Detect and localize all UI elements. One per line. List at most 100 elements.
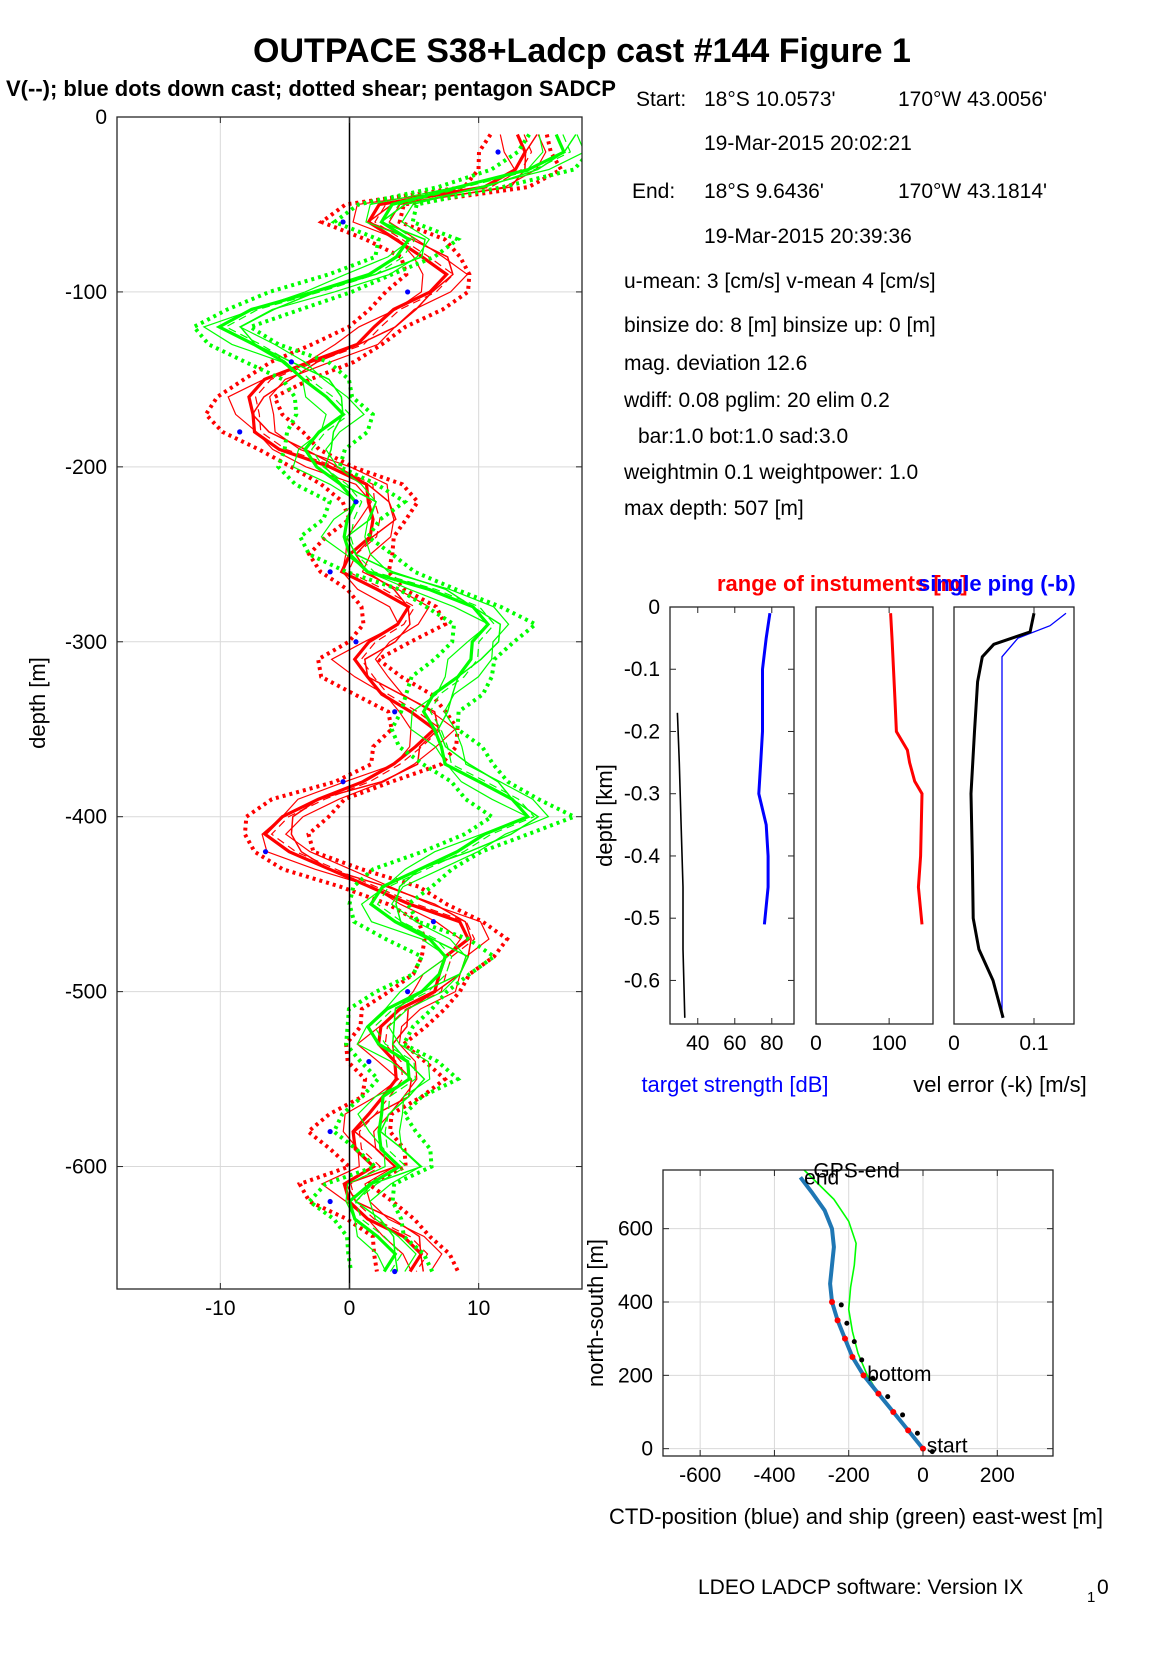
u-profile-line xyxy=(227,134,516,1272)
y-tick-label: -0.4 xyxy=(624,845,661,868)
ship-position-dot xyxy=(870,1375,876,1381)
bottom-label: bottom xyxy=(867,1363,931,1386)
figure-title: OUTPACE S38+Ladcp cast #144 Figure 1 xyxy=(253,32,911,70)
ship-position-dot xyxy=(838,1302,844,1308)
end-label: end xyxy=(804,1167,839,1190)
downcast-dot xyxy=(327,1128,333,1135)
footer-subscript: 1 xyxy=(1087,1589,1095,1606)
v-profile-line xyxy=(245,157,582,1273)
single-ping-title: single ping (-b) xyxy=(918,571,1076,596)
y-tick-label: 600 xyxy=(618,1218,653,1241)
x-axis-label: vel error (-k) [m/s] xyxy=(913,1072,1087,1097)
bar-bot-sad: bar:1.0 bot:1.0 sad:3.0 xyxy=(638,425,848,448)
downcast-dot xyxy=(340,779,346,785)
ship-position-dot xyxy=(929,1449,935,1455)
downcast-dot xyxy=(237,429,243,435)
ctd-position-dot xyxy=(920,1445,926,1452)
downcast-dot xyxy=(340,219,346,225)
ship-position-dot xyxy=(885,1394,891,1400)
y-tick-label: 200 xyxy=(618,1364,653,1387)
y-tick-label: -500 xyxy=(65,981,107,1004)
u-profile-line xyxy=(269,134,547,1272)
plot-background xyxy=(954,607,1074,1024)
start-time: 19-Mar-2015 20:02:21 xyxy=(704,132,912,155)
axes-frame xyxy=(953,606,1075,1025)
ctd-position-dot xyxy=(834,1317,841,1324)
y-tick-label: -0.1 xyxy=(624,658,660,681)
y-tick-label: 0 xyxy=(648,596,660,619)
x-tick-label: 40 xyxy=(686,1032,709,1055)
footer-software: LDEO LADCP software: Version IX xyxy=(698,1576,1023,1599)
ship-position-dot xyxy=(900,1412,906,1418)
single-ping-chart: 0 0.1 single ping (-b) vel error (-k) [m/s] xyxy=(913,571,1087,1097)
binsize: binsize do: 8 [m] binsize up: 0 [m] xyxy=(624,314,936,337)
ship-position-dot xyxy=(851,1339,857,1345)
ship-position-dot xyxy=(914,1430,920,1436)
single-ping-line xyxy=(969,612,1036,1019)
ctd-position-dot xyxy=(890,1409,897,1415)
downcast-dot xyxy=(353,639,359,645)
y-tick-label: 400 xyxy=(618,1291,653,1314)
y-axis-label: depth [km] xyxy=(592,764,617,867)
y-tick-label: -300 xyxy=(65,631,107,654)
downcast-dot xyxy=(495,149,501,155)
downcast-dot xyxy=(430,919,437,925)
max-depth: max depth: 507 [m] xyxy=(624,497,804,520)
downcast-dot xyxy=(405,989,411,995)
ctd-position-dot xyxy=(875,1390,882,1397)
downcast-dot xyxy=(288,359,294,365)
x-tick-label: -200 xyxy=(828,1464,870,1487)
downcast-dot xyxy=(392,709,398,715)
x-tick-label: 100 xyxy=(872,1032,907,1055)
x-tick-label: -400 xyxy=(753,1464,795,1487)
start-lon: 170°W 43.0056' xyxy=(898,88,1047,111)
downcast-dot xyxy=(262,849,269,855)
end-lon: 170°W 43.1814' xyxy=(898,180,1047,203)
x-axis-label: CTD-position (blue) and ship (green) eas… xyxy=(609,1504,1103,1529)
y-tick-label: -100 xyxy=(65,281,107,304)
y-axis-label: depth [m] xyxy=(25,657,50,749)
ctd-position-dot xyxy=(842,1335,848,1342)
y-tick-label: -0.6 xyxy=(624,969,660,992)
downcast-dot xyxy=(353,499,359,505)
start-label: Start: xyxy=(636,88,686,111)
start-label: start xyxy=(927,1434,968,1457)
downcast-dot xyxy=(405,289,411,295)
u-profile-line xyxy=(254,134,533,1272)
range-chart: 0 100 range of instuments [m] xyxy=(717,571,968,1055)
ctd-position-dot xyxy=(849,1354,856,1360)
axes-frame xyxy=(669,606,795,1025)
plot-background xyxy=(816,607,933,1024)
mag-deviation: mag. deviation 12.6 xyxy=(624,352,807,375)
end-time: 19-Mar-2015 20:39:36 xyxy=(704,225,912,248)
y-tick-label: -600 xyxy=(65,1156,107,1179)
downcast-dot xyxy=(392,1268,398,1275)
x-tick-label: 60 xyxy=(723,1032,746,1055)
y-tick-label: 0 xyxy=(95,106,107,129)
y-tick-label: -0.3 xyxy=(624,783,660,806)
y-tick-label: -0.2 xyxy=(624,720,660,743)
y-tick-label: -400 xyxy=(65,806,107,829)
target-strength-line xyxy=(757,612,772,925)
ctd-track-line xyxy=(798,1176,925,1450)
x-axis-label: target strength [dB] xyxy=(641,1072,828,1097)
footer-end: 0 xyxy=(1097,1576,1109,1599)
downcast-dot xyxy=(327,569,333,575)
range-title: range of instuments [m] xyxy=(717,571,968,596)
range-line xyxy=(889,613,924,925)
axes-frame xyxy=(662,1169,1054,1457)
position-chart: -600 -400 -200 0 200 0 200 400 600 start bottom end… xyxy=(583,1159,1103,1529)
plot-background xyxy=(670,607,794,1024)
downcast-dot xyxy=(366,1058,372,1065)
x-tick-label: 10 xyxy=(467,1297,490,1320)
x-tick-label: 80 xyxy=(760,1032,783,1055)
gps-end-label: GPS-end xyxy=(813,1159,899,1182)
x-tick-label: 0 xyxy=(917,1464,929,1487)
end-label: End: xyxy=(632,180,675,203)
x-tick-label: 0 xyxy=(948,1032,960,1055)
figure-subtitle: V(--); blue dots down cast; dotted shear… xyxy=(6,76,616,101)
profile-lines xyxy=(190,133,582,1275)
ctd-position-dot xyxy=(905,1427,912,1434)
